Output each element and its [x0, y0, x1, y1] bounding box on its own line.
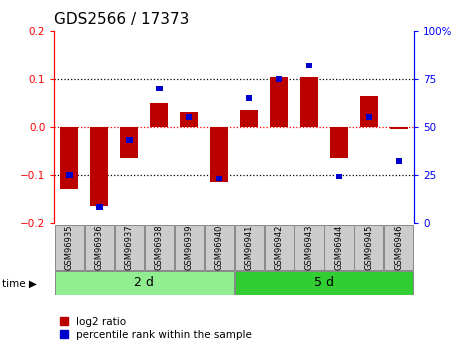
Bar: [235, 225, 263, 270]
Bar: [300, 77, 318, 127]
Text: GSM96937: GSM96937: [125, 225, 134, 270]
Bar: [216, 176, 222, 181]
Bar: [210, 127, 228, 182]
Bar: [235, 271, 413, 295]
Bar: [246, 95, 253, 101]
Text: GSM96939: GSM96939: [184, 225, 194, 270]
Bar: [66, 172, 73, 178]
Bar: [55, 271, 234, 295]
Bar: [205, 225, 234, 270]
Text: GSM96938: GSM96938: [155, 225, 164, 270]
Bar: [90, 127, 108, 206]
Bar: [240, 110, 258, 127]
Bar: [145, 225, 174, 270]
Bar: [270, 77, 288, 127]
Text: GSM96945: GSM96945: [364, 225, 374, 270]
Text: GSM96936: GSM96936: [95, 225, 104, 270]
Bar: [96, 204, 103, 210]
Bar: [55, 225, 84, 270]
Bar: [385, 225, 413, 270]
Bar: [156, 86, 163, 91]
Bar: [186, 114, 193, 120]
Text: GSM96944: GSM96944: [334, 225, 343, 270]
Bar: [61, 127, 79, 189]
Bar: [175, 225, 204, 270]
Text: GSM96935: GSM96935: [65, 225, 74, 270]
Text: GSM96941: GSM96941: [245, 225, 254, 270]
Legend: log2 ratio, percentile rank within the sample: log2 ratio, percentile rank within the s…: [60, 317, 252, 340]
Bar: [276, 76, 282, 82]
Bar: [264, 225, 294, 270]
Bar: [366, 114, 372, 120]
Bar: [120, 127, 138, 158]
Bar: [390, 127, 408, 129]
Bar: [126, 137, 132, 143]
Text: time ▶: time ▶: [2, 279, 37, 288]
Bar: [354, 225, 384, 270]
Bar: [306, 63, 312, 68]
Text: GSM96946: GSM96946: [394, 225, 403, 270]
Text: GDS2566 / 17373: GDS2566 / 17373: [54, 12, 190, 27]
Bar: [360, 96, 378, 127]
Bar: [395, 158, 402, 164]
Bar: [330, 127, 348, 158]
Bar: [150, 103, 168, 127]
Bar: [324, 225, 353, 270]
Bar: [180, 112, 198, 127]
Text: 5 d: 5 d: [314, 276, 334, 289]
Bar: [336, 174, 342, 179]
Text: GSM96940: GSM96940: [215, 225, 224, 270]
Text: GSM96942: GSM96942: [274, 225, 284, 270]
Bar: [85, 225, 114, 270]
Text: 2 d: 2 d: [134, 276, 154, 289]
Text: GSM96943: GSM96943: [305, 225, 314, 270]
Bar: [295, 225, 324, 270]
Bar: [115, 225, 144, 270]
